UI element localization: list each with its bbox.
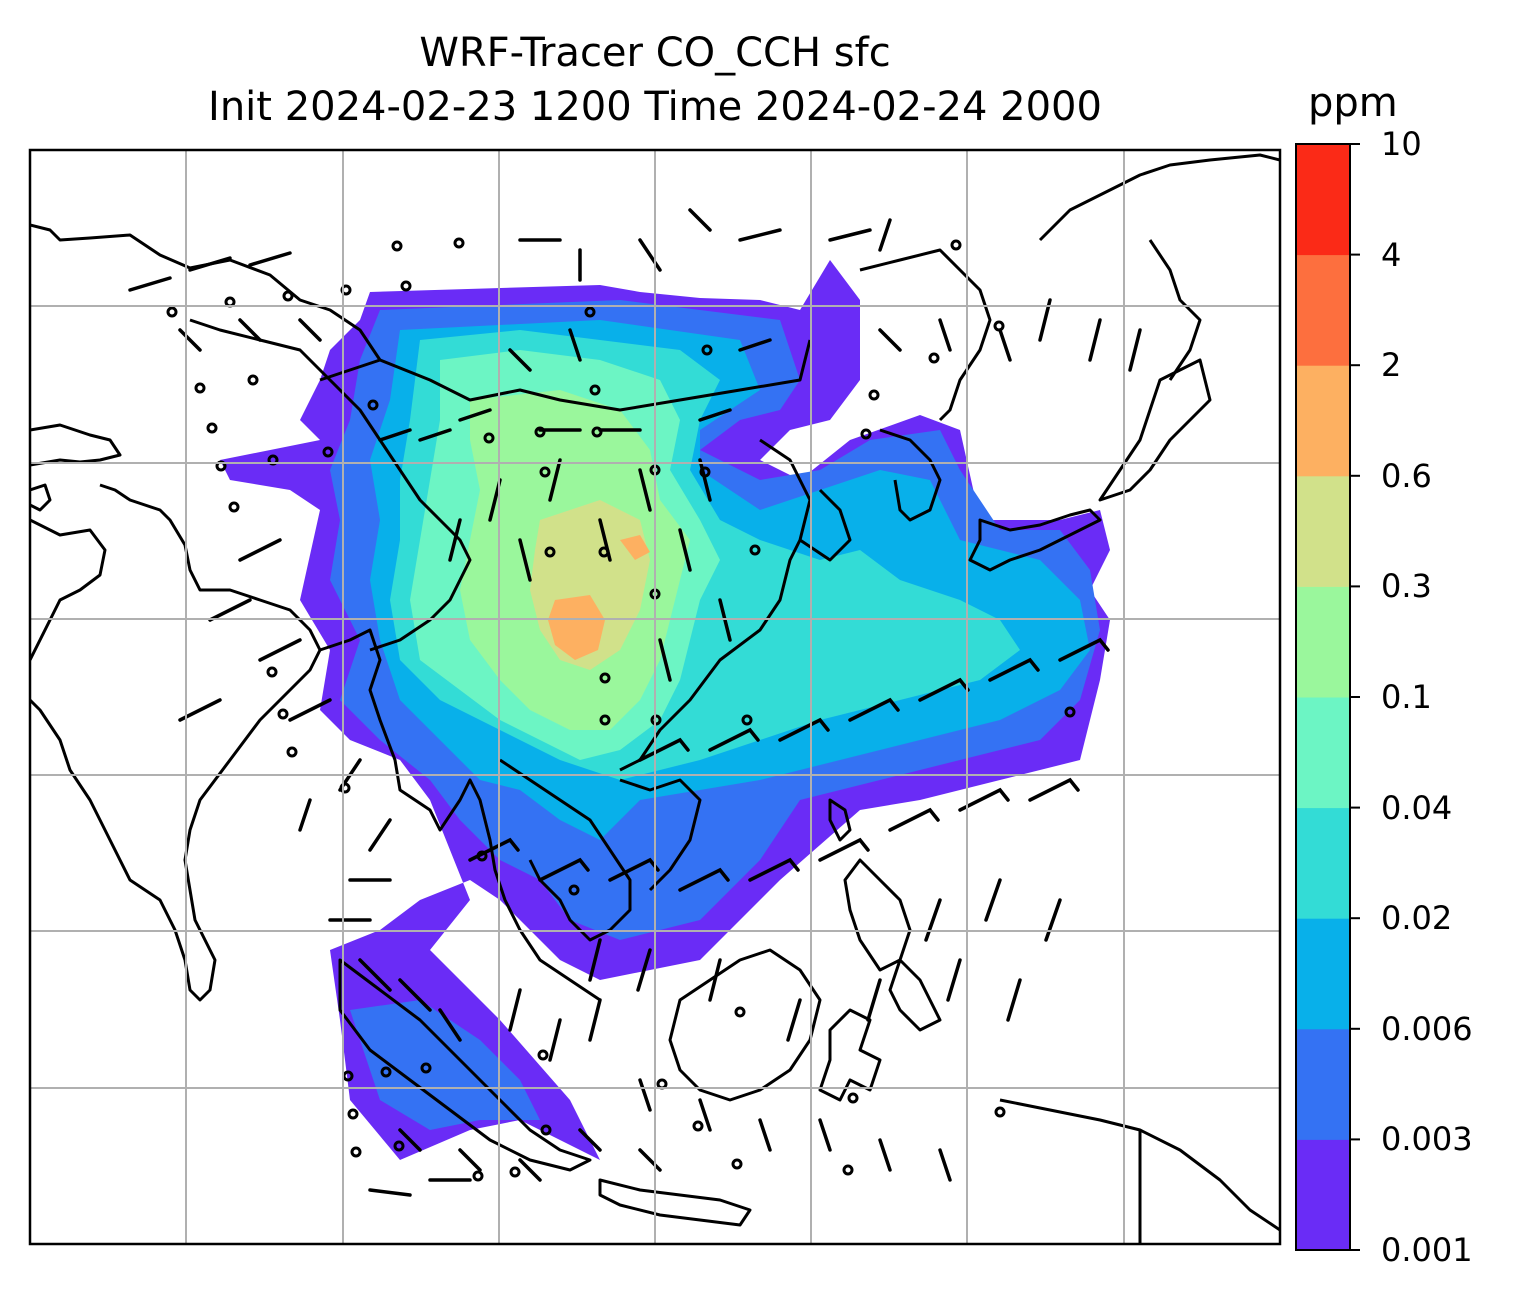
coastline-indochina bbox=[499, 758, 702, 942]
colorbar-tick-label: 10 bbox=[1381, 125, 1422, 163]
coastlines bbox=[30, 153, 1280, 1244]
coastline-russia-east bbox=[859, 153, 1280, 422]
colorbar-tick-label: 0.003 bbox=[1381, 1120, 1473, 1159]
colorbar-segment bbox=[1296, 365, 1350, 477]
coastline-sulawesi bbox=[818, 1008, 882, 1102]
coastline-sumatra-java bbox=[338, 958, 752, 1227]
graticule bbox=[30, 150, 1280, 1244]
concentration-fill-layer bbox=[220, 260, 1110, 1160]
colorbar-segment bbox=[1296, 697, 1350, 809]
colorbar-segment bbox=[1296, 807, 1350, 919]
border-mongolia bbox=[319, 339, 812, 412]
colorbar-tick-label: 0.04 bbox=[1381, 788, 1453, 827]
colorbar-unit-label: ppm bbox=[1308, 80, 1398, 126]
coastline-taiwan-philippines bbox=[828, 798, 942, 1032]
colorbar-segment bbox=[1296, 586, 1350, 698]
coastline-india-arabia bbox=[30, 223, 382, 1002]
colorbar-segment bbox=[1296, 1139, 1350, 1251]
colorbar-segment bbox=[1296, 254, 1350, 366]
chart-title-line-2: Init 2024-02-23 1200 Time 2024-02-24 200… bbox=[208, 84, 1102, 130]
colorbar-tick-label: 0.1 bbox=[1381, 678, 1432, 716]
calm-wind-markers bbox=[166, 237, 1076, 1182]
coastline-japan bbox=[968, 358, 1212, 572]
concentration-band-0-6 bbox=[548, 535, 650, 660]
colorbar-segment bbox=[1296, 144, 1350, 256]
colorbar-tick-label: 0.3 bbox=[1381, 567, 1432, 606]
chart-title-line-1: WRF-Tracer CO_CCH sfc bbox=[419, 30, 891, 76]
colorbar bbox=[1295, 143, 1360, 1251]
colorbar-segment bbox=[1296, 918, 1350, 1030]
colorbar-tick-label: 0.6 bbox=[1381, 456, 1432, 495]
border-himalaya bbox=[189, 318, 472, 652]
colorbar-tick-label: 2 bbox=[1381, 346, 1402, 385]
coastline-korea bbox=[879, 428, 942, 522]
colorbar-tick-label: 0.006 bbox=[1381, 1009, 1473, 1048]
coastline-new-guinea bbox=[999, 1098, 1280, 1244]
colorbar-tick-label: 0.02 bbox=[1381, 899, 1453, 938]
colorbar-tick-label: 4 bbox=[1381, 235, 1402, 274]
colorbar-tick-label: 0.001 bbox=[1381, 1231, 1473, 1269]
coastline-china-east bbox=[619, 438, 852, 772]
coastline-bay-of-bengal bbox=[319, 628, 601, 1002]
map-frame bbox=[28, 148, 1282, 1246]
coastline-borneo bbox=[668, 948, 822, 1102]
wind-barbs bbox=[128, 208, 1142, 1197]
colorbar-segment bbox=[1296, 1028, 1350, 1140]
colorbar-segment bbox=[1296, 475, 1350, 587]
